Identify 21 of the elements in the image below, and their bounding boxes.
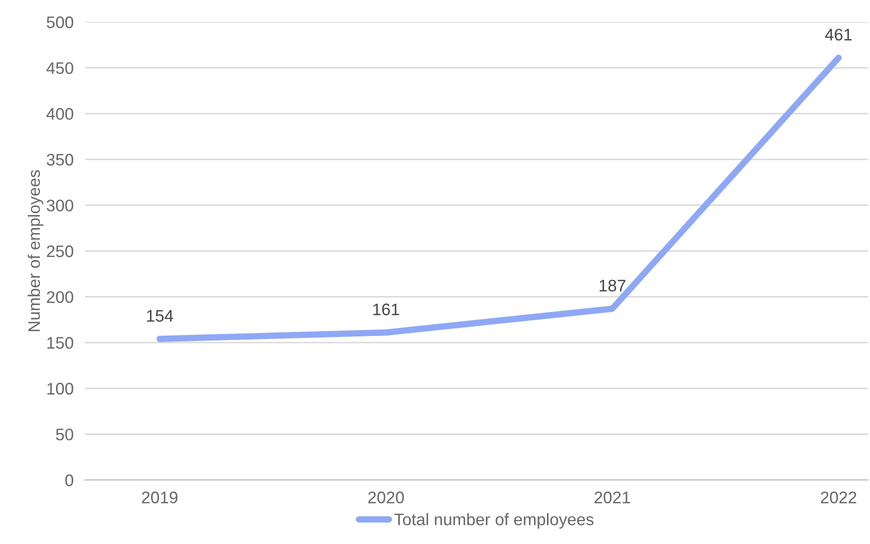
x-tick-label: 2020 — [368, 492, 404, 504]
y-tick-label: 350 — [46, 154, 74, 166]
y-axis-title: Number of employees — [28, 170, 44, 332]
y-tick-label: 500 — [46, 16, 74, 28]
y-tick-label: 300 — [46, 200, 74, 212]
x-tick-label: 2022 — [820, 492, 856, 504]
y-tick-label: 450 — [46, 62, 74, 74]
data-label: 161 — [373, 304, 400, 316]
x-tick-label: 2019 — [142, 492, 178, 504]
data-label: 461 — [825, 28, 852, 41]
y-tick-label: 150 — [47, 337, 74, 349]
data-label: 187 — [600, 280, 626, 292]
y-tick-label: 100 — [47, 382, 74, 395]
y-tick-label: 400 — [46, 108, 74, 120]
data-label: 154 — [147, 310, 174, 322]
legend-label: Total number of employees — [394, 513, 594, 529]
y-tick-label: 250 — [46, 245, 74, 258]
y-tick-label: 0 — [65, 474, 74, 486]
y-tick-label: 200 — [46, 291, 74, 304]
y-tick-label: 50 — [56, 428, 74, 440]
x-tick-label: 2021 — [594, 492, 630, 504]
